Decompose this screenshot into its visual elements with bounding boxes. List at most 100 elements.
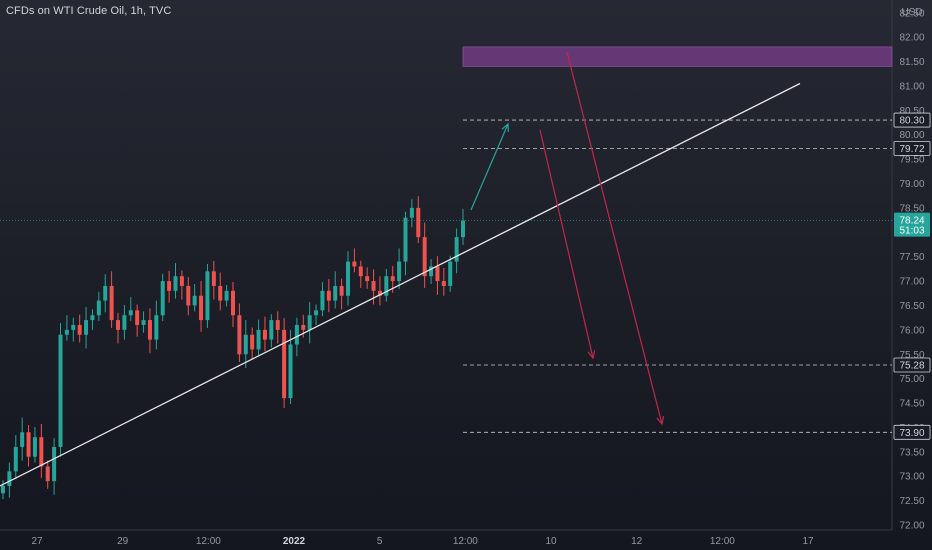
candle-body [122, 315, 127, 330]
candle-body [320, 290, 325, 311]
bear-arrow-2 [566, 51, 663, 425]
candle-body [397, 261, 402, 282]
price-tick: 75.00 [899, 374, 924, 385]
candle-body [435, 266, 440, 282]
trendline [0, 82, 801, 487]
price-tick: 78.50 [899, 203, 924, 214]
candle-body [199, 295, 204, 321]
candle-body [288, 344, 293, 399]
price-tick: 72.00 [899, 521, 924, 532]
price-tick: 72.50 [899, 496, 924, 507]
candle-body [96, 300, 101, 316]
time-tick: 5 [377, 536, 383, 547]
candle-body [160, 281, 165, 316]
candle-body [141, 320, 146, 325]
candle-body [103, 285, 108, 301]
candle-body [7, 471, 12, 486]
candle-body [26, 432, 31, 457]
candle-body [1, 485, 5, 494]
level-label-box [893, 424, 931, 440]
candle-body [275, 320, 280, 330]
candle-body [454, 237, 459, 262]
candle-body [301, 324, 306, 330]
symbol-title: CFDs on WTI Crude Oil, 1h, TVC [6, 5, 172, 17]
candle-body [179, 276, 184, 286]
price-tick: 76.00 [899, 325, 924, 336]
currency-label: USD [901, 7, 922, 18]
price-tick: 74.50 [899, 399, 924, 410]
candle-body [186, 285, 191, 306]
time-tick: 29 [117, 536, 129, 547]
candle-body [205, 271, 210, 321]
candle-body [116, 320, 120, 330]
candle-body [371, 281, 376, 291]
candle-body [358, 266, 363, 277]
candle-body [365, 276, 370, 282]
time-tick: 27 [31, 536, 43, 547]
candle-body [109, 285, 114, 321]
candle-body [403, 217, 408, 262]
candle-body [256, 329, 261, 350]
bear-arrow-1-head [587, 350, 596, 360]
candle-body [154, 315, 159, 340]
candle-body [45, 466, 50, 482]
level-label: 80.30 [899, 116, 924, 127]
candle-body [416, 207, 421, 238]
time-tick: 10 [545, 536, 557, 547]
level-label-box [893, 112, 931, 128]
level-label: 75.28 [899, 360, 924, 371]
price-tick: 80.50 [899, 106, 924, 117]
bear-arrow-1 [539, 129, 594, 359]
candle-body [224, 290, 229, 301]
time-tick: 12:00 [453, 536, 478, 547]
bull-arrow-head [501, 122, 509, 133]
time-tick: 2022 [283, 536, 306, 547]
time-tick: 12 [631, 536, 643, 547]
price-tick: 73.00 [899, 472, 924, 483]
candle-body [237, 315, 242, 355]
candle-body [346, 261, 350, 296]
time-tick: 17 [802, 536, 814, 547]
candle-body [409, 207, 414, 218]
supply-zone [462, 46, 893, 67]
candle-body [441, 281, 446, 286]
price-tick: 79.50 [899, 155, 924, 166]
price-tick: 81.00 [899, 81, 924, 92]
candle-body [64, 329, 69, 335]
candle-body [77, 324, 82, 335]
candle-body [173, 276, 178, 291]
candle-body [243, 334, 248, 355]
candle-body [71, 324, 76, 330]
price-tick: 81.50 [899, 57, 924, 68]
level-label-box [893, 140, 931, 156]
candle-body [231, 290, 235, 316]
candle-body [218, 285, 223, 301]
candle-body [211, 271, 216, 286]
candle-body [333, 285, 338, 301]
price-tick: 77.50 [899, 252, 924, 263]
candle-body [39, 437, 44, 467]
candle-body [390, 276, 395, 282]
candle-body [461, 220, 465, 238]
candle-body [250, 334, 255, 350]
candle-body [314, 310, 319, 316]
price-tick: 75.50 [899, 350, 924, 361]
time-tick: 12:00 [710, 536, 735, 547]
price-tick: 76.50 [899, 301, 924, 312]
candle-body [167, 281, 172, 291]
candle-body [58, 334, 63, 447]
candle-body [269, 320, 274, 340]
candle-body [90, 315, 95, 321]
current-price-label: 78.24 [899, 216, 924, 227]
price-tick: 82.00 [899, 33, 924, 44]
candle-body [147, 320, 152, 340]
candle-body [282, 329, 287, 399]
candle-body [377, 290, 382, 296]
candle-body [307, 315, 312, 330]
candle-body [384, 276, 389, 296]
candle-body [429, 266, 434, 277]
candle-body [262, 329, 267, 340]
candle-body [20, 432, 25, 447]
